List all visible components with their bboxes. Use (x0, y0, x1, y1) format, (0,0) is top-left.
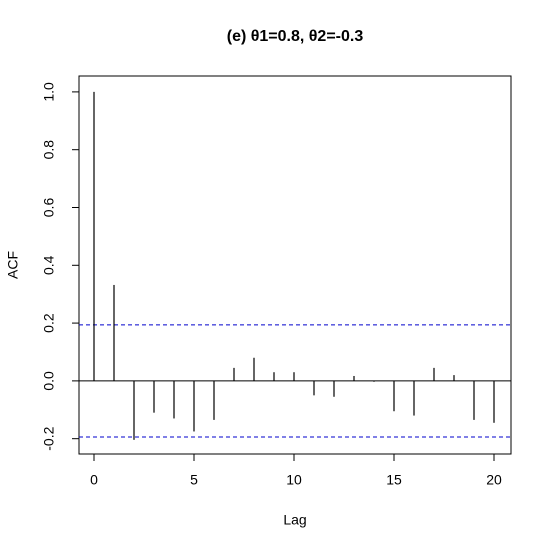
y-tick-label: 0.4 (41, 255, 57, 275)
y-axis-label: ACF (5, 251, 21, 279)
y-tick-label: 0.0 (41, 371, 57, 391)
y-tick-label: 1.0 (41, 82, 57, 102)
x-tick-label: 20 (486, 472, 502, 488)
x-tick-label: 5 (190, 472, 198, 488)
x-axis-label: Lag (283, 512, 306, 528)
y-tick-label: 0.2 (41, 313, 57, 333)
y-tick-label: -0.2 (41, 426, 57, 450)
x-tick-label: 0 (90, 472, 98, 488)
y-tick-label: 0.6 (41, 198, 57, 218)
y-tick-label: 0.8 (41, 140, 57, 160)
x-tick-label: 15 (386, 472, 402, 488)
x-tick-label: 10 (286, 472, 302, 488)
chart-title: (e) θ1=0.8, θ2=-0.3 (227, 28, 364, 45)
